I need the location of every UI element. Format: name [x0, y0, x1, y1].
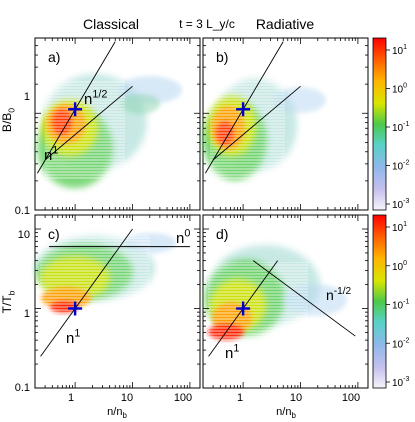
- panel-b-overlay: b): [202, 37, 368, 211]
- panel-a-heatmap: [37, 74, 182, 188]
- panel-d-cross-marker: [236, 301, 251, 316]
- panel-d-annotation-0: n-1/2: [326, 286, 352, 303]
- colorbar-tick-label: 101: [392, 221, 407, 234]
- colorbars: 101 100 10-1 10-2 10-3 101 100 10-1 10-2 10-3: [372, 37, 409, 389]
- panel-c-ytick-0.1: 0.1: [15, 382, 30, 394]
- colorbar-tick-label: 10-2: [392, 160, 409, 173]
- colorbar-tick-label: 100: [392, 83, 407, 96]
- panel-b-line-0: [212, 85, 301, 161]
- panel-a-line-0: [44, 85, 133, 161]
- panel-a-annotations: n1/2 n1: [44, 89, 107, 164]
- panel-c-label: c): [48, 226, 60, 242]
- panel-c-annotations: n0 n1: [66, 228, 190, 347]
- panel-b-ticks: [202, 37, 368, 211]
- panel-c-xtick-10: 10: [121, 392, 133, 404]
- panel-a-ytick-1: 1: [24, 91, 30, 103]
- panel-b-label: b): [216, 49, 228, 65]
- panel-a-cross-marker: [68, 102, 83, 117]
- panel-a-overlay: a): [34, 37, 200, 211]
- panel-a-annotation-1: n1: [44, 145, 58, 164]
- panel-d-overlay: d): [202, 215, 368, 389]
- panel-c: [34, 214, 201, 389]
- overlay: a) b) c) d) n1/2 n1 n0 n1 n-1/2 n1: [34, 37, 368, 389]
- colorbar-tick-label: 101: [392, 44, 407, 57]
- panel-c-ytick-1: 1: [24, 308, 30, 320]
- panel-d-annotation-1: n1: [225, 343, 239, 362]
- panel-c-heatmap: [35, 233, 176, 315]
- colorbar-gradient: [372, 214, 387, 389]
- panel-d-heatmap: [205, 245, 347, 352]
- panel-d-label: d): [216, 226, 228, 242]
- x-axis-title-c: n/nb: [107, 406, 127, 420]
- panel-d-xtick-1: 1: [237, 392, 243, 404]
- colorbar-tick-label: 10-3: [392, 376, 409, 389]
- panel-c-annotation-1: n1: [66, 328, 80, 347]
- panel-d-line-0: [252, 260, 356, 337]
- panel-c-cross-marker: [68, 301, 83, 316]
- panel-b: [202, 37, 369, 211]
- panel-a-ytick-0.1: 0.1: [15, 205, 30, 217]
- panel-c-ytick-10: 10: [18, 229, 30, 241]
- panel-a-ticks: [34, 37, 200, 211]
- panel-b-cross-marker: [236, 102, 251, 117]
- colorbar-gradient: [372, 37, 387, 211]
- panel-c-line-1: [40, 228, 133, 357]
- panel-c-xtick-100: 100: [174, 392, 192, 404]
- panel-d-annotations: n-1/2 n1: [225, 286, 352, 362]
- panel-c-xtick-1: 1: [68, 392, 74, 404]
- title-time: t = 3 L_y/c: [179, 17, 235, 31]
- panel-c-annotation-0: n0: [176, 228, 190, 247]
- panel-d-xtick-100: 100: [342, 392, 360, 404]
- colorbar-tick-label: 10-1: [392, 121, 409, 134]
- panel-a: [34, 37, 201, 211]
- panel-d-xtick-10: 10: [290, 392, 302, 404]
- panel-d: [202, 214, 369, 389]
- y-axis-title-a: B/B0: [0, 108, 16, 132]
- title-radiative: Radiative: [256, 16, 315, 32]
- panel-c-overlay: c): [34, 215, 200, 389]
- panel-c-ticks: [34, 215, 200, 389]
- axis-titles: B/B0 T/Tb n/nb n/nb: [0, 108, 296, 420]
- colorbar-2: 101 100 10-1 10-2 10-3: [372, 214, 409, 389]
- panel-a-label: a): [48, 49, 60, 65]
- axis-labels: 1 0.1 10 1 0.1 1 10 100 1 10 100: [15, 91, 360, 404]
- panel-a-annotation-0: n1/2: [84, 89, 107, 108]
- title-classical: Classical: [83, 16, 139, 32]
- panel-d-ticks: [202, 215, 368, 389]
- colorbar-tick-label: 10-1: [392, 299, 409, 312]
- colorbar-tick-label: 10-2: [392, 337, 409, 350]
- colorbar-tick-label: 100: [392, 260, 407, 273]
- x-axis-title-d: n/nb: [276, 406, 296, 420]
- colorbar-tick-label: 10-3: [392, 198, 409, 211]
- colorbar-1: 101 100 10-1 10-2 10-3: [372, 37, 409, 211]
- y-axis-title-c: T/Tb: [0, 290, 16, 313]
